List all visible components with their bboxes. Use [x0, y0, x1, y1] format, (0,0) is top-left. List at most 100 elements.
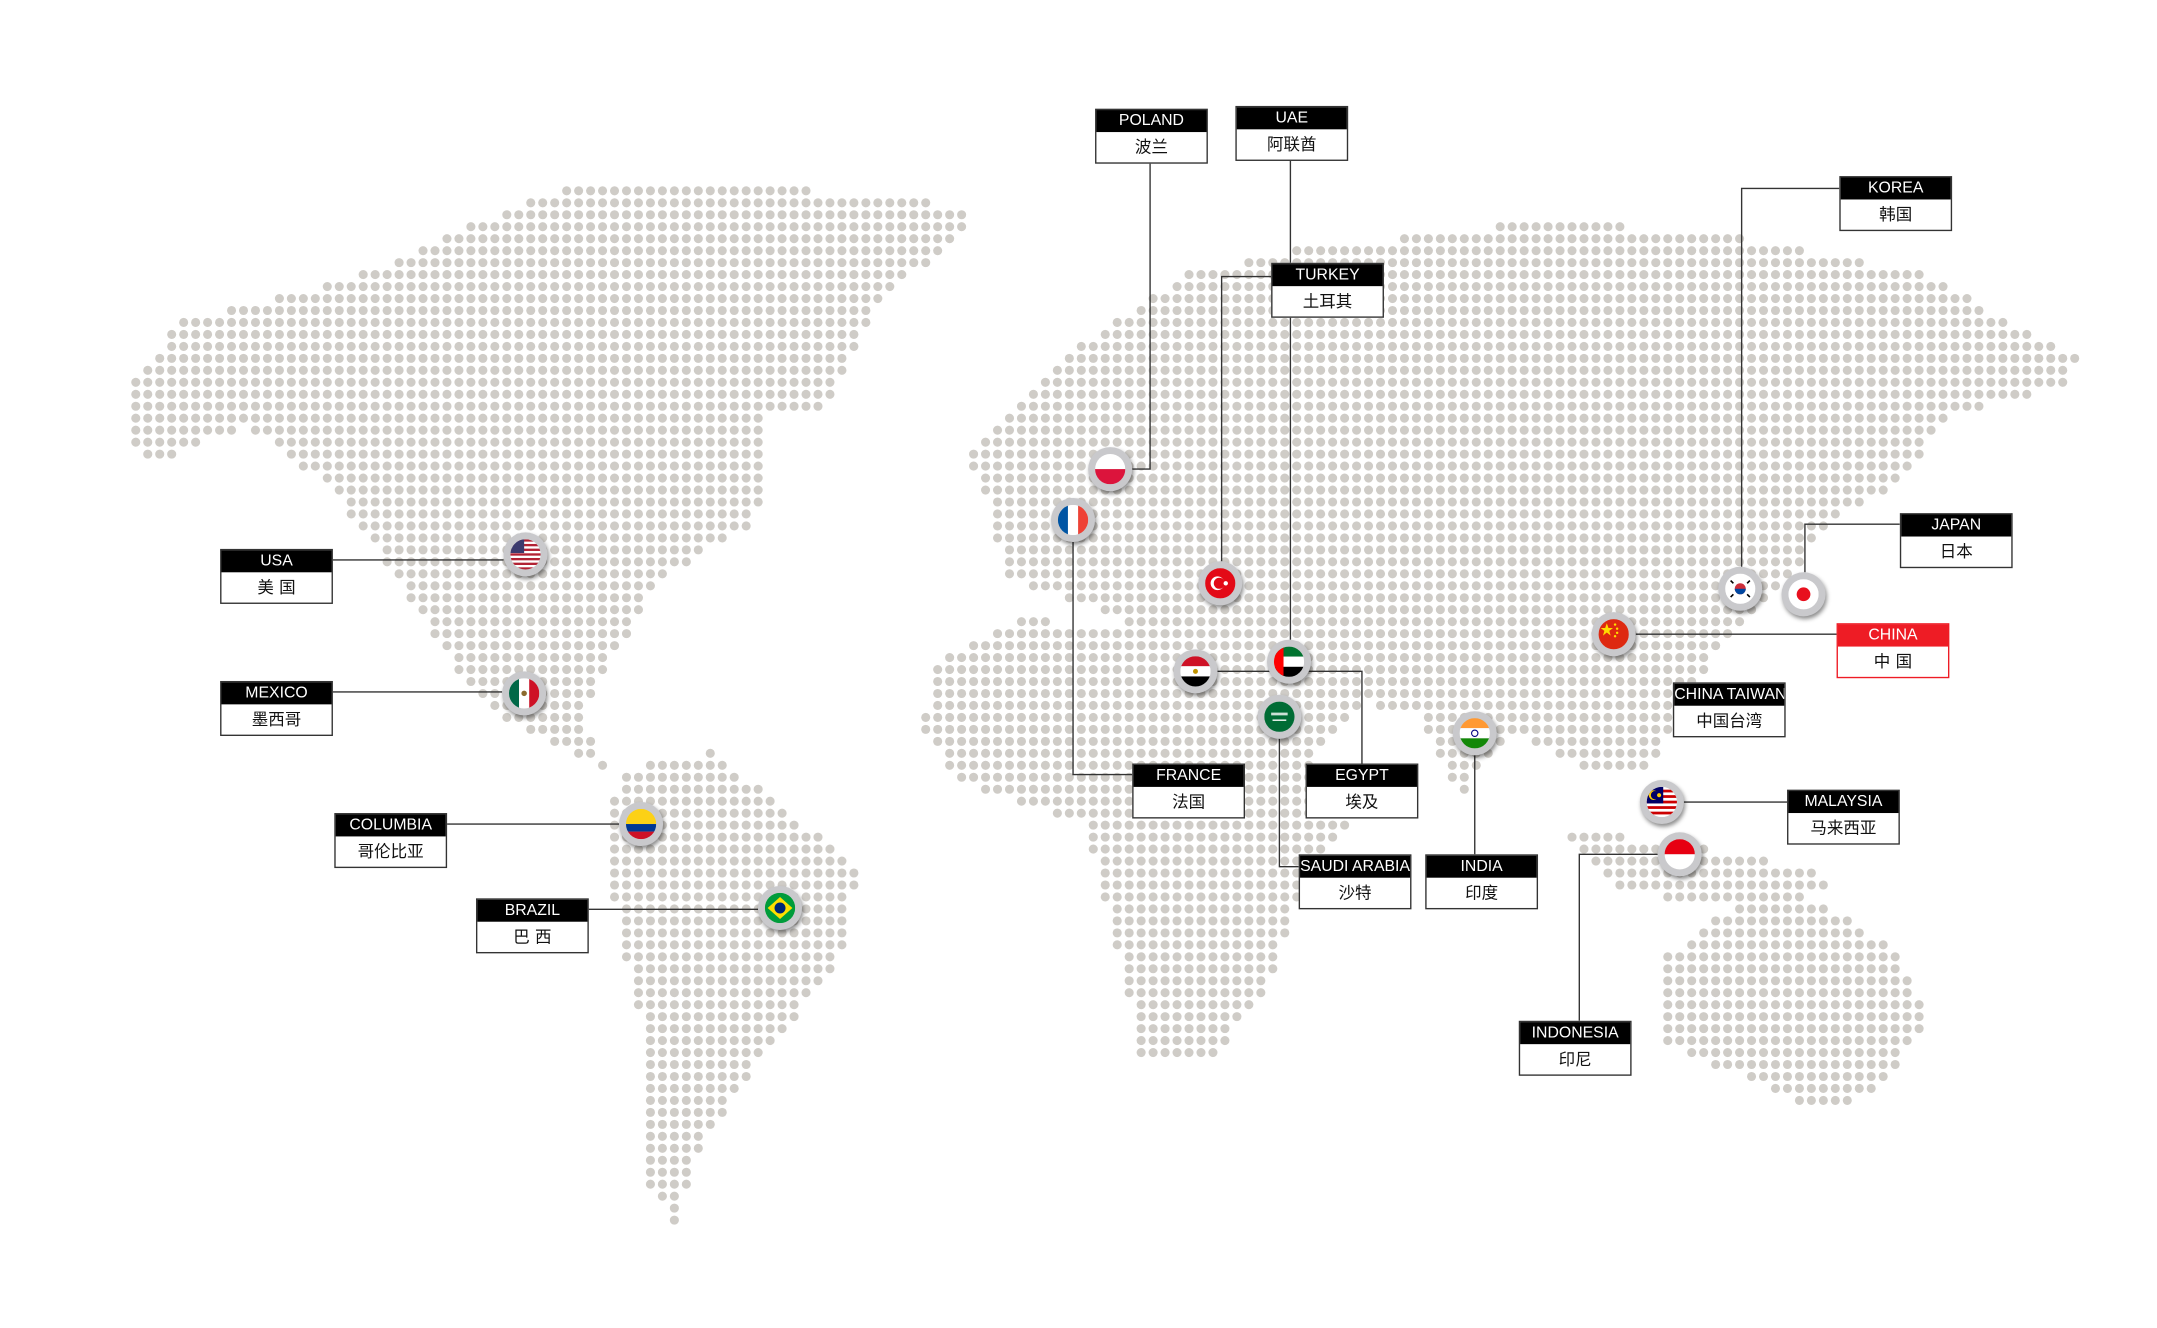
land-dot: [298, 401, 308, 411]
land-dot: [1519, 270, 1529, 280]
land-dot: [1411, 700, 1421, 710]
land-dot: [1483, 653, 1493, 663]
land-dot: [753, 198, 763, 208]
land-dot: [1519, 461, 1529, 471]
land-dot: [143, 437, 153, 447]
land-dot: [322, 341, 332, 351]
land-dot: [1112, 676, 1122, 687]
land-dot: [550, 329, 560, 339]
land-dot: [1364, 329, 1374, 339]
land-dot: [1495, 605, 1505, 615]
land-dot: [598, 293, 608, 304]
land-dot: [1711, 569, 1721, 579]
land-dot: [1411, 246, 1421, 256]
land-dot: [1256, 593, 1266, 603]
land-dot: [1196, 365, 1206, 375]
land-dot: [1758, 497, 1769, 507]
land-dot: [861, 210, 871, 220]
land-dot: [1711, 389, 1721, 399]
land-dot: [1543, 617, 1553, 627]
land-dot: [1232, 341, 1242, 351]
land-dot: [598, 521, 608, 531]
land-dot: [1124, 353, 1134, 363]
land-dot: [490, 258, 500, 268]
land-dot: [1112, 569, 1122, 579]
land-dot: [729, 808, 739, 818]
land-dot: [1304, 605, 1314, 615]
land-dot: [1435, 641, 1445, 651]
land-dot: [1244, 365, 1254, 375]
land-dot: [1459, 629, 1469, 639]
land-dot: [250, 353, 261, 363]
land-dot: [1782, 461, 1792, 471]
land-dot: [1435, 497, 1445, 507]
land-dot: [346, 317, 356, 328]
land-dot: [1328, 246, 1338, 256]
land-dot: [1112, 389, 1122, 399]
land-dot: [478, 521, 488, 531]
land-dot: [1268, 377, 1278, 387]
land-dot: [1208, 832, 1218, 842]
land-dot: [454, 258, 464, 268]
land-dot: [1256, 425, 1266, 435]
land-dot: [1172, 497, 1182, 507]
land-dot: [490, 341, 500, 351]
land-dot: [1256, 808, 1266, 818]
land-dot: [1483, 533, 1493, 543]
land-dot: [1519, 641, 1529, 651]
land-dot: [1040, 485, 1050, 495]
land-dot: [717, 856, 727, 866]
land-dot: [729, 305, 739, 316]
land-dot: [1220, 509, 1230, 519]
land-dot: [1256, 461, 1266, 471]
land-dot: [1399, 293, 1409, 304]
land-dot: [1256, 545, 1266, 555]
land-dot: [1890, 270, 1900, 280]
land-dot: [621, 353, 632, 363]
land-dot: [1016, 461, 1026, 471]
land-dot: [466, 293, 476, 304]
land-dot: [717, 437, 727, 447]
land-dot: [1304, 736, 1314, 746]
land-dot: [1663, 509, 1673, 519]
land-dot: [609, 258, 620, 268]
land-dot: [1124, 521, 1134, 531]
land-dot: [370, 509, 380, 519]
land-dot: [1160, 293, 1170, 304]
land-dot: [1962, 293, 1972, 304]
land-dot: [1878, 365, 1888, 375]
land-dot: [179, 341, 189, 351]
land-dot: [609, 282, 620, 292]
land-dot: [1651, 688, 1661, 699]
land-dot: [274, 389, 284, 399]
land-dot: [1268, 473, 1278, 483]
land-dot: [1471, 473, 1481, 483]
land-dot: [1639, 545, 1649, 555]
land-dot: [1651, 437, 1661, 447]
land-dot: [777, 365, 787, 375]
land-dot: [394, 353, 404, 363]
land-dot: [693, 305, 703, 316]
land-dot: [1519, 317, 1529, 328]
land-dot: [621, 258, 632, 268]
land-dot: [1268, 856, 1278, 866]
land-dot: [1016, 557, 1026, 567]
land-dot: [1818, 449, 1828, 459]
land-dot: [1555, 329, 1565, 339]
land-dot: [1328, 629, 1338, 639]
land-dot: [1639, 509, 1649, 519]
land-dot: [1112, 317, 1122, 328]
land-dot: [1615, 246, 1625, 256]
land-dot: [1435, 653, 1445, 663]
land-dot: [1758, 521, 1769, 531]
land-dot: [1615, 688, 1625, 699]
land-dot: [502, 353, 512, 363]
land-dot: [1471, 258, 1481, 268]
land-dot: [1280, 317, 1290, 328]
land-dot: [526, 365, 536, 375]
land-dot: [1112, 856, 1122, 866]
land-dot: [1232, 712, 1242, 722]
land-dot: [1256, 856, 1266, 866]
land-dot: [382, 497, 392, 507]
land-dot: [526, 198, 536, 208]
